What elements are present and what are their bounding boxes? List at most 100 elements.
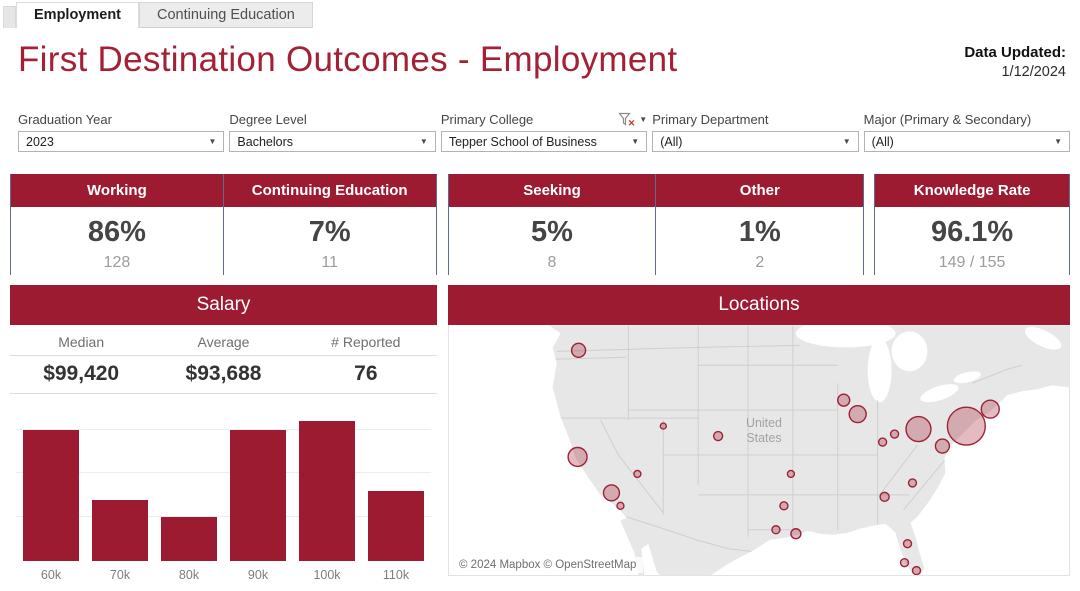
kpi-card-knowledge-rate[interactable]: Knowledge Rate 96.1% 149 / 155: [874, 174, 1070, 275]
location-bubble[interactable]: [771, 525, 781, 535]
kpi-percent: 96.1%: [930, 216, 1014, 248]
clear-filter-icon[interactable]: ✕: [618, 112, 635, 128]
average-value: $93,688: [185, 362, 262, 385]
location-bubble[interactable]: [934, 438, 951, 454]
salary-panel: Salary Median Average # Reported $99,420…: [10, 285, 437, 582]
location-bubble[interactable]: [567, 446, 588, 468]
map-borders: [554, 325, 1023, 553]
salary-histogram-x-axis: 60k 70k 80k 90k 100k 110k: [16, 568, 431, 582]
kpi-count: 11: [321, 254, 338, 271]
filter-major: Major (Primary & Secondary) (All) ▼: [863, 110, 1071, 152]
location-bubble[interactable]: [946, 406, 986, 446]
chevron-down-icon: ▼: [208, 137, 217, 146]
filter-graduation-year: Graduation Year 2023 ▼: [18, 110, 225, 152]
page-title: First Destination Outcomes - Employment: [18, 40, 678, 79]
kpi-header: Continuing Education: [223, 174, 436, 207]
primary-department-dropdown[interactable]: (All) ▼: [652, 131, 859, 152]
location-bubble[interactable]: [790, 528, 802, 540]
x-tick-label: 100k: [313, 568, 341, 582]
map-country-label: United: [746, 416, 782, 430]
location-bubble[interactable]: [712, 430, 724, 442]
filter-label: Graduation Year: [18, 111, 112, 127]
filter-label: Primary Department: [652, 111, 769, 127]
location-bubble[interactable]: [848, 404, 867, 424]
location-bubble[interactable]: [837, 393, 851, 407]
filter-degree-level: Degree Level Bachelors ▼: [229, 110, 436, 152]
location-bubble[interactable]: [899, 557, 910, 568]
kpi-row: Working 86% 128 Continuing Education 7% …: [10, 174, 1070, 275]
location-bubble[interactable]: [879, 491, 890, 503]
dropdown-value: Tepper School of Business: [448, 134, 597, 149]
location-bubble[interactable]: [905, 415, 932, 443]
kpi-card-working[interactable]: Working 86% 128: [10, 174, 223, 275]
tab-continuing-education[interactable]: Continuing Education: [139, 2, 313, 28]
median-label: Median: [58, 334, 105, 350]
major-dropdown[interactable]: (All) ▼: [863, 131, 1071, 152]
filter-label: Degree Level: [229, 111, 307, 127]
data-updated-block: Data Updated: 1/12/2024: [964, 40, 1066, 80]
salary-histogram-bar-90k[interactable]: [230, 430, 286, 561]
location-bubble[interactable]: [980, 399, 1000, 419]
location-bubble[interactable]: [659, 422, 667, 430]
us-map: United States: [548, 325, 1069, 575]
chevron-down-icon: ▼: [1054, 137, 1063, 146]
filter-menu-caret-icon[interactable]: ▼: [639, 114, 648, 124]
kpi-header: Seeking: [448, 174, 656, 207]
location-bubble[interactable]: [902, 539, 913, 549]
main-row: Salary Median Average # Reported $99,420…: [10, 285, 1070, 582]
location-bubble[interactable]: [911, 565, 922, 575]
degree-level-dropdown[interactable]: Bachelors ▼: [229, 131, 436, 152]
location-bubble[interactable]: [633, 469, 642, 479]
primary-college-dropdown[interactable]: Tepper School of Business ▼: [440, 131, 648, 152]
x-tick-label: 60k: [40, 568, 62, 582]
location-bubble[interactable]: [602, 484, 621, 502]
salary-histogram-bar-100k[interactable]: [299, 421, 355, 561]
gridline: [16, 429, 431, 430]
svg-text:States: States: [746, 431, 781, 445]
kpi-card-continuing-education[interactable]: Continuing Education 7% 11: [222, 174, 437, 275]
salary-stats-values: $99,420 $93,688 76: [10, 355, 437, 394]
x-tick-label: 110k: [382, 568, 410, 582]
location-bubble[interactable]: [616, 501, 625, 511]
kpi-zone-middle: Seeking 5% 8 Other 1% 2: [447, 174, 865, 275]
kpi-header: Other: [656, 174, 864, 207]
map-attribution[interactable]: © 2024 Mapbox © OpenStreetMap: [452, 557, 644, 573]
chevron-down-icon: ▼: [419, 137, 428, 146]
data-updated-value: 1/12/2024: [1001, 64, 1066, 80]
location-bubble[interactable]: [889, 429, 900, 439]
location-bubble[interactable]: [907, 478, 918, 488]
salary-histogram-bar-70k[interactable]: [92, 500, 148, 561]
gridline: [16, 472, 431, 473]
locations-map[interactable]: United States © 2024 Mapbox © OpenStreet…: [448, 325, 1070, 576]
kpi-card-seeking[interactable]: Seeking 5% 8: [447, 174, 656, 275]
map-landmass: [548, 325, 1069, 575]
location-bubble[interactable]: [877, 437, 888, 447]
filter-primary-college: Primary College ✕ ▼ Tepper School of Bus…: [440, 110, 648, 152]
kpi-count: 128: [103, 254, 131, 271]
kpi-percent: 5%: [531, 216, 573, 248]
location-bubble[interactable]: [779, 501, 789, 511]
kpi-percent: 7%: [308, 216, 351, 248]
reported-value: 76: [354, 362, 378, 385]
location-bubble[interactable]: [570, 342, 587, 358]
salary-histogram-bar-80k[interactable]: [161, 517, 217, 561]
filter-primary-department: Primary Department (All) ▼: [652, 110, 859, 152]
tab-employment[interactable]: Employment: [16, 2, 140, 28]
salary-histogram-bar-110k[interactable]: [368, 491, 424, 561]
tab-strip-stub: [3, 6, 16, 28]
filter-label: Primary College: [440, 111, 534, 127]
graduation-year-dropdown[interactable]: 2023 ▼: [18, 131, 225, 152]
data-updated-label: Data Updated:: [964, 44, 1066, 61]
sheet-tab-bar: Employment Continuing Education: [0, 0, 1080, 28]
reported-label: # Reported: [331, 334, 401, 350]
kpi-percent: 86%: [87, 216, 146, 248]
location-bubbles: [567, 342, 1000, 575]
locations-panel: Locations: [448, 285, 1070, 582]
kpi-card-other[interactable]: Other 1% 2: [655, 174, 865, 275]
dashboard-header: First Destination Outcomes - Employment …: [0, 28, 1080, 110]
salary-histogram-bar-60k[interactable]: [23, 430, 79, 561]
salary-panel-title: Salary: [10, 285, 437, 325]
kpi-zone-right: Knowledge Rate 96.1% 149 / 155: [874, 174, 1070, 275]
location-bubble[interactable]: [786, 469, 796, 479]
average-label: Average: [197, 334, 250, 350]
